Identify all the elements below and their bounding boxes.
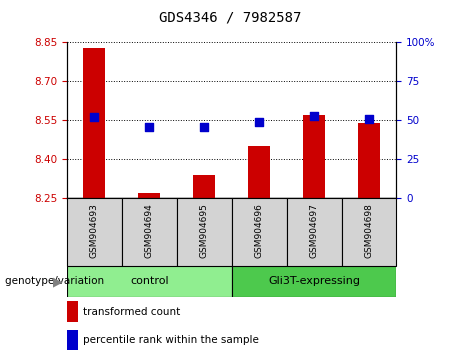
Bar [67,266,231,297]
Point [146,124,153,130]
Bar [122,198,177,266]
Text: transformed count: transformed count [83,307,181,316]
Text: GSM904698: GSM904698 [365,204,373,258]
Point [310,113,318,119]
Point [91,114,98,120]
Point [201,124,208,130]
Text: GSM904696: GSM904696 [254,204,264,258]
Bar [231,198,287,266]
Text: GSM904697: GSM904697 [309,204,319,258]
Bar [138,193,160,198]
Bar [193,175,215,198]
Bar [287,198,342,266]
Text: GSM904694: GSM904694 [145,204,154,258]
Text: GDS4346 / 7982587: GDS4346 / 7982587 [160,11,301,25]
Text: ▶: ▶ [53,275,62,288]
Bar [67,301,78,322]
Point [255,119,263,125]
Bar [231,266,396,297]
Text: GSM904695: GSM904695 [200,204,209,258]
Text: GSM904693: GSM904693 [90,204,99,258]
Bar [83,48,105,198]
Text: genotype/variation: genotype/variation [5,276,107,286]
Text: percentile rank within the sample: percentile rank within the sample [83,335,259,345]
Bar [358,123,380,198]
Bar [248,146,270,198]
Bar [67,330,78,350]
Bar [342,198,396,266]
Bar [67,198,122,266]
Bar [177,198,231,266]
Point [365,116,372,122]
Text: control: control [130,276,169,286]
Text: Gli3T-expressing: Gli3T-expressing [268,276,360,286]
Bar [303,115,325,198]
